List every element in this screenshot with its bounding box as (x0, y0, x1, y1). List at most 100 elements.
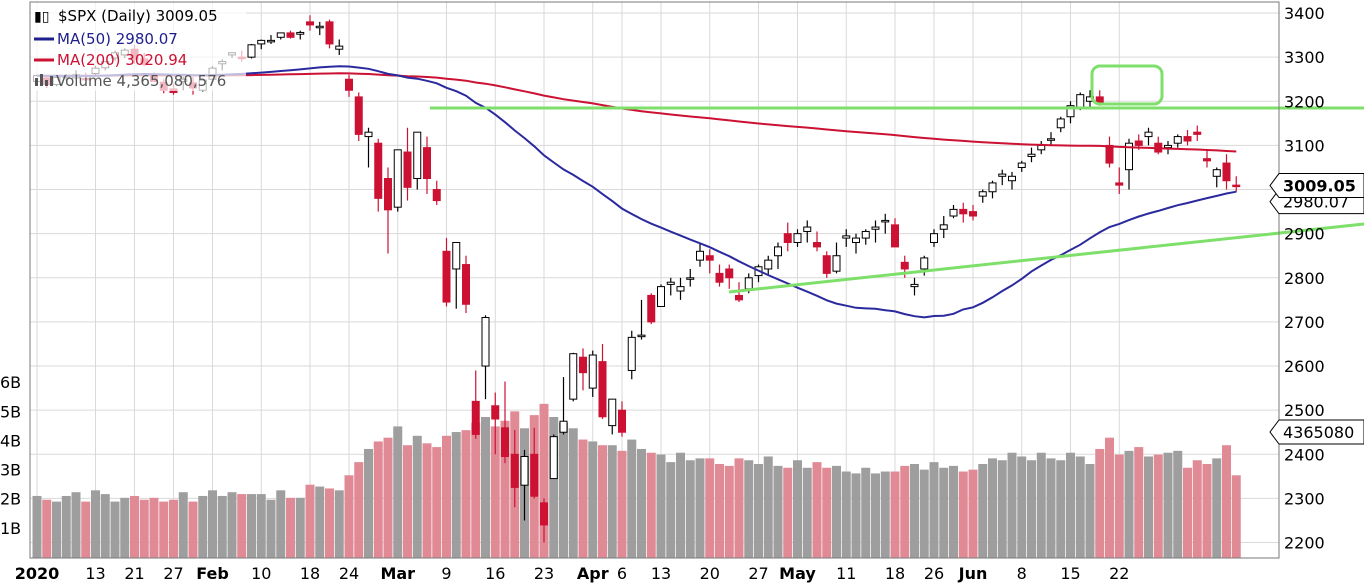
volume-bar (344, 475, 354, 558)
volume-bar (393, 426, 403, 558)
x-tick-label: 24 (339, 564, 359, 583)
candle-body (696, 250, 704, 261)
volume-bar (490, 426, 500, 558)
candle-body (910, 283, 919, 288)
x-tick-label: 11 (836, 564, 856, 583)
candle-body (1115, 182, 1124, 186)
volume-bar (81, 501, 91, 558)
volume-bar (42, 499, 52, 558)
volume-bar (851, 473, 861, 558)
x-tick-label: 22 (1109, 564, 1129, 583)
volume-bar (1124, 450, 1134, 558)
candle-body (676, 286, 685, 292)
candle-body (354, 96, 363, 135)
chart-legend: ▮▯ $SPX (Daily) 3009.05 MA(50) 2980.07 M… (31, 3, 246, 91)
volume-bar (676, 452, 685, 558)
x-tick-label: 23 (534, 564, 554, 583)
x-tick-label: 16 (485, 564, 505, 583)
candle-body (998, 173, 1007, 177)
candle-body (1134, 140, 1143, 146)
x-tick-label: 18 (300, 564, 320, 583)
candle-body (579, 356, 587, 374)
volume-bar (1036, 452, 1046, 558)
volume-bar (627, 439, 637, 558)
volume-bar (286, 497, 295, 558)
candle-body (793, 233, 802, 243)
volume-bar (783, 467, 793, 558)
candle-body (1193, 131, 1202, 135)
volume-bar (130, 495, 139, 558)
candle-body (1203, 158, 1211, 162)
volume-bar-icon (35, 74, 53, 86)
volume-bar (1144, 456, 1153, 558)
candle-body (549, 436, 558, 480)
volume-bar (588, 441, 598, 558)
candle-body (822, 255, 831, 274)
y-tick-label: 2200 (1284, 534, 1325, 553)
volume-bar (295, 497, 305, 558)
volume-bar (247, 494, 256, 558)
candle-body (530, 453, 539, 497)
volume-bar (1105, 437, 1114, 558)
x-tick-label: 21 (124, 564, 144, 583)
y-tick-label: 2900 (1284, 225, 1325, 244)
volume-bar (890, 471, 900, 558)
volume-bar (685, 460, 695, 558)
candle-body (1105, 144, 1114, 164)
volume-bar (451, 432, 461, 558)
volume-bar (695, 458, 705, 558)
candle-body (403, 151, 412, 188)
candle-body (900, 261, 909, 270)
candle-body (783, 233, 792, 243)
x-tick-label: 10 (251, 564, 271, 583)
volume-bar (110, 501, 120, 558)
volume-bar (568, 428, 578, 558)
volume-bar (208, 490, 217, 558)
volume-bar (100, 494, 110, 558)
volume-bar (871, 473, 880, 558)
volume-bar (715, 464, 724, 558)
volume-bar (1222, 445, 1231, 558)
volume-bar (666, 462, 676, 558)
candle-body (735, 294, 743, 301)
volume-bar (880, 471, 890, 558)
volume-bar (549, 417, 559, 558)
volume-bar (1066, 452, 1075, 558)
candle-body (286, 32, 295, 38)
candle-body (608, 398, 617, 427)
x-tick-label: 18 (885, 564, 905, 583)
candle-body (296, 31, 305, 35)
candle-body (1037, 144, 1046, 151)
candle-body (618, 409, 626, 433)
candle-body (345, 78, 353, 91)
volume-bar (734, 458, 744, 558)
candle-body (832, 255, 841, 272)
y-tick-label: 2800 (1284, 269, 1325, 288)
volume-bar (120, 497, 130, 558)
volume-bar (1095, 448, 1105, 558)
volume-bar (978, 464, 988, 558)
y-axis-price-ticks: 2200230024002500260027002800290030003100… (1284, 4, 1325, 553)
volume-bar (52, 501, 61, 558)
volume-bar (910, 464, 919, 558)
x-tick-label: 8 (1017, 564, 1027, 583)
volume-tick-label: 1B (0, 519, 21, 538)
volume-bar (422, 443, 432, 558)
last-price-tag-box (1269, 173, 1364, 199)
volume-bar (598, 445, 607, 558)
x-tick-label: 26 (924, 564, 944, 583)
y-tick-label: 2500 (1284, 401, 1325, 420)
candle-body (257, 39, 266, 45)
legend-ma200: MA(200) 3020.94 (57, 51, 187, 69)
legend-volume: Volume 4,365,080,576 (56, 72, 226, 90)
volume-bar (793, 460, 802, 558)
support-trendline (728, 222, 1364, 294)
candle-body (949, 208, 958, 217)
volume-bar (1183, 467, 1192, 558)
volume-tick-label: 4B (0, 431, 21, 450)
volume-tick-label: 5B (0, 402, 21, 421)
x-tick-label: 20 (700, 564, 720, 583)
volume-bar (139, 499, 149, 558)
x-tick-label: Mar (380, 564, 415, 583)
